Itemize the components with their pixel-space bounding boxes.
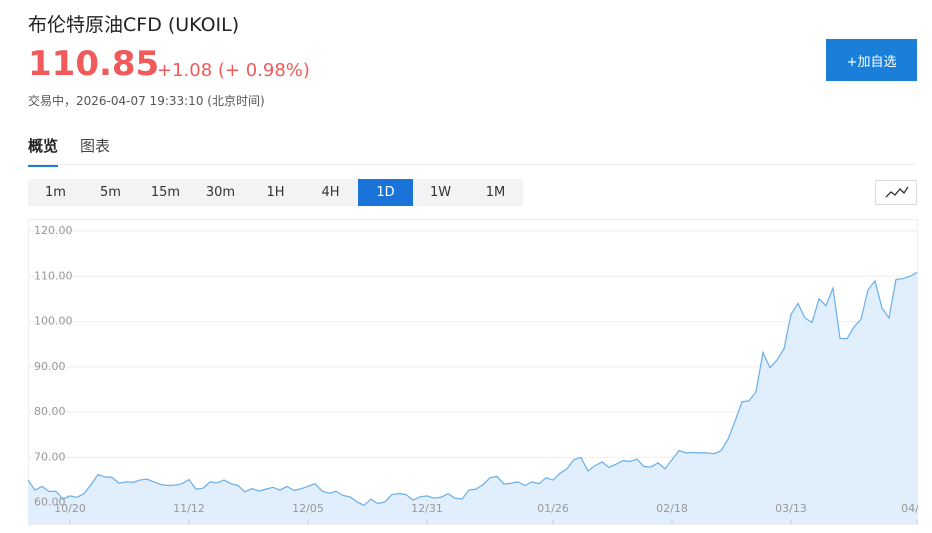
- x-tick-label: 04/07: [901, 502, 932, 515]
- x-tick-label: 01/26: [537, 502, 569, 515]
- price: 110.85: [28, 44, 160, 84]
- status: 交易中，2026-04-07 19:33:10 (北京时间): [28, 94, 265, 108]
- y-tick-label: 100.00: [34, 315, 73, 328]
- y-tick-label: 120.00: [34, 224, 73, 237]
- period-button[interactable]: 1m: [45, 185, 66, 200]
- y-tick-label: 60.00: [34, 496, 66, 509]
- y-tick-label: 70.00: [34, 450, 66, 463]
- x-tick-label: 10/20: [54, 502, 86, 515]
- x-tick-label: 02/18: [656, 502, 688, 515]
- period-button[interactable]: 5m: [100, 185, 121, 200]
- period-button[interactable]: 15m: [150, 185, 181, 200]
- period-button[interactable]: 4H: [321, 185, 340, 200]
- tab[interactable]: 图表: [80, 137, 111, 155]
- x-tick-label: 11/12: [173, 502, 205, 515]
- title: 布伦特原油CFD (UKOIL): [28, 14, 240, 36]
- x-tick-label: 12/05: [292, 502, 324, 515]
- change: +1.08 (+ 0.98%): [157, 60, 310, 81]
- divider: [28, 164, 917, 165]
- area: [28, 272, 917, 524]
- tabs: 概览 图表: [28, 135, 110, 167]
- y-tick-label: 90.00: [34, 360, 66, 373]
- add-watchlist-button[interactable]: +加自选: [826, 39, 917, 81]
- x-tick-label: 12/31: [411, 502, 443, 515]
- plot-frame: [28, 219, 918, 525]
- period-button[interactable]: 1D: [358, 179, 413, 206]
- y-tick-label: 80.00: [34, 405, 66, 418]
- tab[interactable]: 概览: [28, 135, 59, 167]
- line: [28, 271, 918, 507]
- x-tick-label: 03/13: [775, 502, 807, 515]
- period-bar: 1m 5m 15m 30m 1H 4H 1D 1W 1M: [28, 179, 523, 206]
- period-button[interactable]: 1M: [485, 185, 506, 200]
- chart-type-icon: [885, 186, 909, 198]
- chart-type-button[interactable]: [875, 180, 917, 205]
- period-button[interactable]: 1H: [266, 185, 285, 200]
- y-tick-label: 110.00: [34, 269, 73, 282]
- period-button[interactable]: 1W: [429, 185, 452, 200]
- period-button[interactable]: 30m: [205, 185, 236, 200]
